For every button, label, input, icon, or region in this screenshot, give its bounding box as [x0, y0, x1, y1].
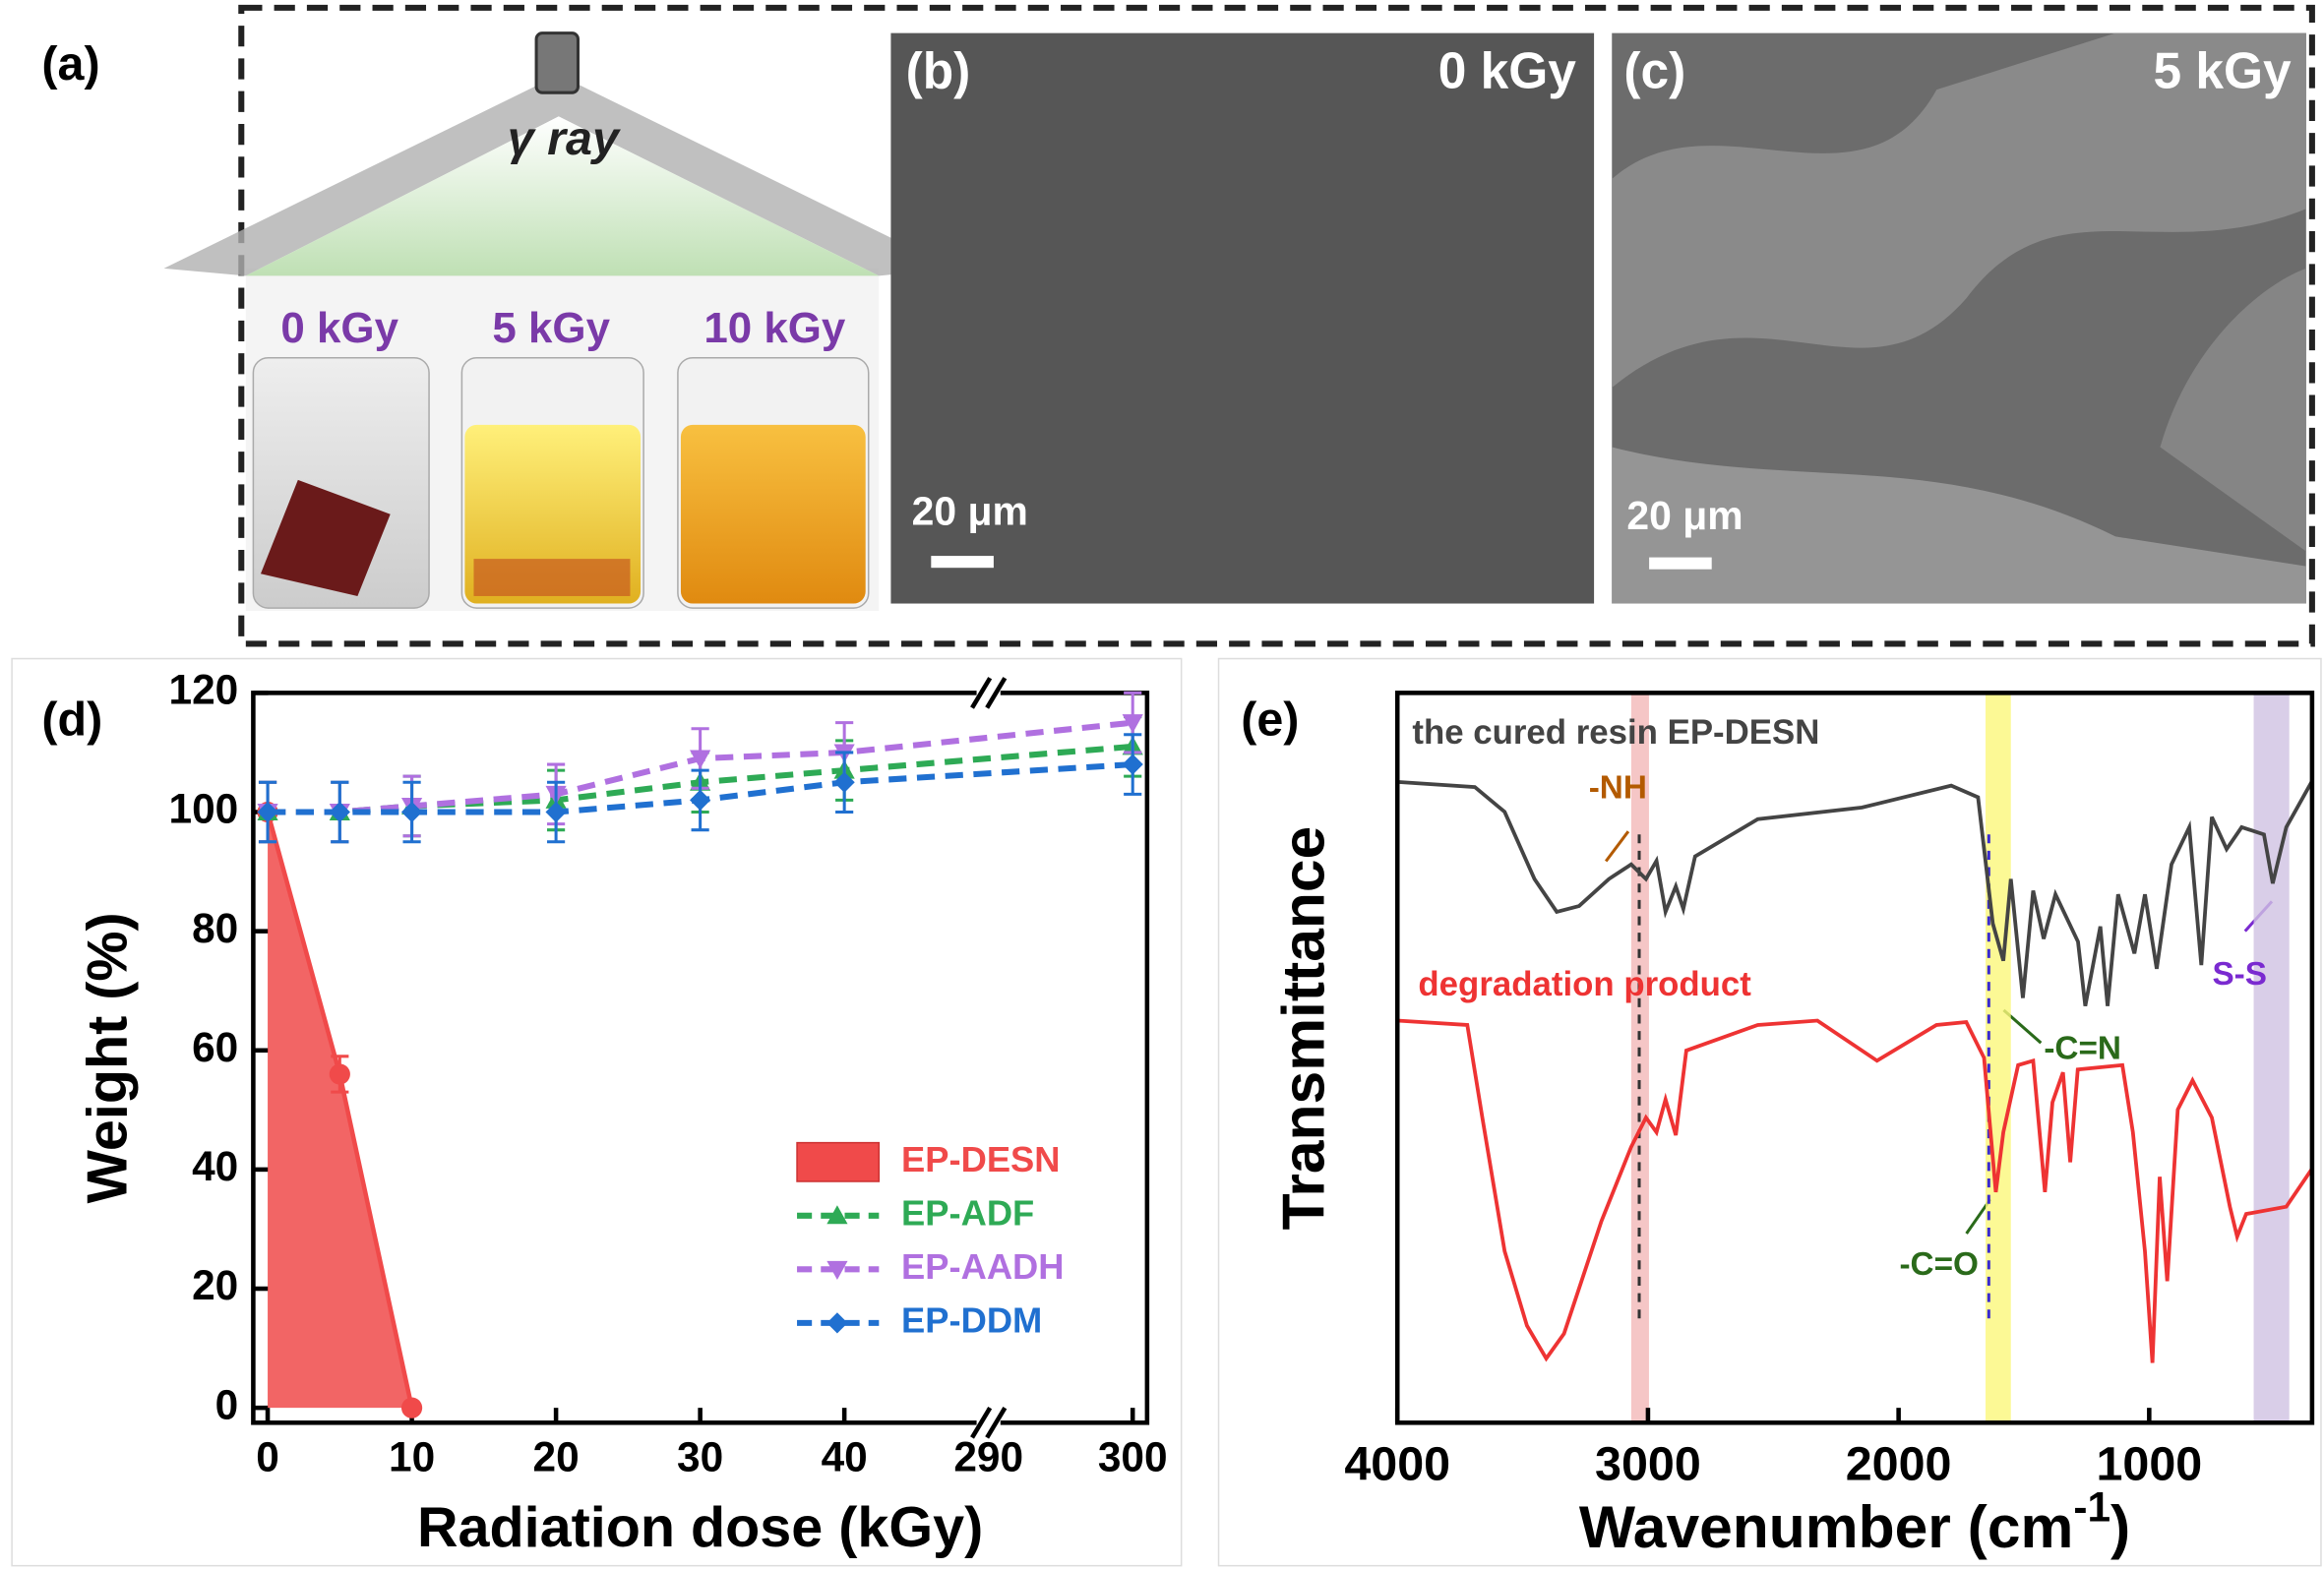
panel-label: (a) — [41, 37, 99, 91]
area — [268, 812, 412, 1409]
y-tick-label: 20 — [192, 1262, 238, 1308]
vial-label: 10 kGy — [703, 304, 846, 352]
axis-break — [985, 677, 1008, 709]
legend-label: EP-AADH — [901, 1246, 1064, 1287]
x-axis-label: ) — [2110, 1493, 2130, 1560]
spectrum-line — [1397, 780, 2314, 1007]
marker — [329, 1063, 350, 1085]
panel-label: (c) — [1623, 42, 1685, 99]
axis-break — [985, 1406, 1008, 1439]
x-tick-label: 290 — [953, 1433, 1023, 1479]
y-tick-label: 80 — [192, 905, 238, 951]
panel-frame — [1217, 657, 2322, 1567]
panel-label: (b) — [906, 42, 971, 99]
scale-bar — [931, 556, 994, 569]
panel-label: (e) — [1241, 693, 1299, 746]
scale-label: 20 μm — [1626, 493, 1743, 538]
sem-image — [890, 32, 1595, 604]
vial-label: 5 kGy — [492, 304, 610, 352]
marker — [833, 771, 855, 793]
y-tick-label: 0 — [215, 1381, 239, 1427]
x-tick-label: 300 — [1098, 1433, 1168, 1479]
marker — [400, 801, 423, 823]
annotation: -NH — [1589, 770, 1647, 807]
marker — [690, 750, 711, 769]
plot-area — [1394, 691, 2315, 1425]
panel-label: (d) — [41, 693, 102, 746]
panel-frame — [238, 4, 2315, 647]
x-tick-label: 40 — [822, 1433, 868, 1479]
marker — [257, 801, 278, 823]
marker — [329, 801, 350, 823]
series-label: degradation product — [1418, 965, 1751, 1003]
series-label: the cured resin EP-DESN — [1412, 713, 1819, 752]
legend-label: EP-ADF — [901, 1192, 1034, 1233]
marker — [690, 789, 711, 811]
marker — [1122, 754, 1143, 775]
axis-break — [970, 677, 993, 709]
spectrum-line — [1397, 1018, 2313, 1363]
legend-label: EP-DDM — [901, 1299, 1042, 1340]
legend-swatch — [796, 1141, 881, 1182]
annotation: -C=O — [1899, 1246, 1978, 1283]
x-axis-label: Wavenumber (cm-1) — [1579, 1484, 2130, 1560]
x-axis-label: Wavenumber (cm — [1579, 1493, 2073, 1560]
annotation-arrows — [1604, 830, 2274, 1235]
panel-frame — [11, 657, 1183, 1567]
x-tick-label: 10 — [389, 1433, 435, 1479]
dose-label: 0 kGy — [1438, 42, 1577, 99]
marker — [826, 1260, 848, 1280]
y-tick-label: 40 — [192, 1143, 238, 1189]
band — [2253, 693, 2290, 1423]
marker — [400, 1397, 423, 1418]
dose-label: 5 kGy — [2153, 42, 2292, 99]
source-label: γ ray — [508, 112, 621, 165]
vial-label: 0 kGy — [280, 304, 398, 352]
scale-label: 20 μm — [912, 488, 1028, 533]
x-tick-label: 3000 — [1595, 1438, 1701, 1491]
x-tick-label: 0 — [256, 1433, 279, 1479]
x-tick-label: 1000 — [2096, 1438, 2202, 1491]
x-axis-label: Radiation dose (kGy) — [417, 1496, 983, 1559]
photo-a — [163, 31, 954, 612]
x-tick-label: 4000 — [1344, 1438, 1450, 1491]
legend-label: EP-DESN — [901, 1139, 1060, 1179]
axis-break — [970, 1406, 993, 1439]
y-axis-label: Transmittance — [1269, 826, 1336, 1231]
y-axis-label: Weight (%) — [77, 912, 140, 1203]
y-tick-label: 100 — [169, 786, 239, 832]
x-tick-label: 2000 — [1846, 1438, 1952, 1491]
x-axis-label-sup: -1 — [2073, 1484, 2110, 1531]
marker — [1122, 714, 1143, 734]
x-tick-label: 30 — [677, 1433, 723, 1479]
y-tick-label: 120 — [169, 667, 239, 713]
marker — [826, 1205, 848, 1225]
marker — [545, 801, 567, 823]
sem-image — [1612, 32, 2306, 604]
annotation: S-S — [2212, 956, 2267, 993]
y-tick-label: 60 — [192, 1024, 238, 1070]
x-tick-label: 20 — [533, 1433, 580, 1479]
scale-bar — [1649, 557, 1712, 570]
marker — [826, 1312, 848, 1334]
annotation: -C=N — [2044, 1031, 2121, 1067]
